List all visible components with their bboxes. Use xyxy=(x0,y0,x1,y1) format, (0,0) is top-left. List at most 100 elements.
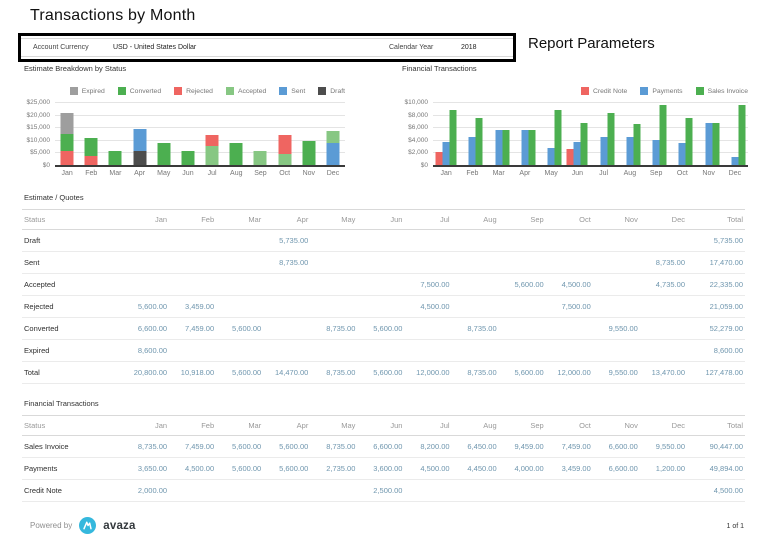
value-cell: 13,470.00 xyxy=(639,361,687,384)
row-label-cell: Converted xyxy=(22,317,122,340)
value-cell: 8,735.00 xyxy=(310,435,358,458)
gridline xyxy=(433,102,748,103)
bar-payments xyxy=(495,129,503,165)
value-cell xyxy=(545,317,593,340)
bar-segment-accepted xyxy=(253,150,267,165)
bar-payments xyxy=(573,142,581,165)
value-cell xyxy=(357,273,405,296)
param-value-calendar-year: 2018 xyxy=(461,44,477,51)
legend-item: Converted xyxy=(117,87,162,95)
value-cell xyxy=(169,273,217,296)
month-column xyxy=(459,102,485,165)
bar-payments xyxy=(600,136,608,165)
table-header-cell: Jan xyxy=(122,209,170,230)
y-axis-tick: $20,000 xyxy=(26,111,51,119)
legend-item: Draft xyxy=(318,87,345,95)
row-label-cell: Payments xyxy=(22,457,122,480)
bar-group xyxy=(724,104,746,165)
table-title-estimate-quotes: Estimate / Quotes xyxy=(24,193,84,202)
bar-credit-note xyxy=(435,152,443,165)
table-header-cell: Nov xyxy=(592,415,640,436)
value-cell xyxy=(122,229,170,252)
table-header-cell: Total xyxy=(687,415,745,436)
value-cell: 8,735.00 xyxy=(122,435,170,458)
month-label: Dec xyxy=(728,170,742,177)
value-cell xyxy=(498,229,546,252)
charts-row: Estimate Breakdown by Status Expired Conv… xyxy=(22,64,748,177)
value-cell xyxy=(216,339,264,362)
month-label: Dec xyxy=(326,170,340,177)
month-label: Apr xyxy=(519,170,531,177)
legend-item: Rejected xyxy=(174,87,213,95)
value-cell: 6,600.00 xyxy=(122,317,170,340)
legend-label: Draft xyxy=(330,87,345,95)
table-header-cell: Total xyxy=(687,209,745,230)
value-cell: 3,459.00 xyxy=(545,457,593,480)
bar-group xyxy=(435,109,457,165)
table-row: Sent 8,735.00 8,735.00 17,470.00 xyxy=(22,251,745,274)
y-axis-tick: $0 xyxy=(42,161,50,169)
value-cell: 6,600.00 xyxy=(357,435,405,458)
month-label: Sep xyxy=(254,170,267,177)
value-cell xyxy=(451,229,499,252)
value-cell: 8,200.00 xyxy=(404,435,452,458)
chart-section-financial-transactions: Financial Transactions Credit Note Paymen… xyxy=(400,64,748,177)
bar-payments xyxy=(731,157,739,165)
value-cell xyxy=(592,251,640,274)
month-label: Apr xyxy=(134,170,146,177)
value-cell xyxy=(451,251,499,274)
value-cell: 7,459.00 xyxy=(545,435,593,458)
legend-label: Converted xyxy=(129,87,162,95)
table-header-cell: Dec xyxy=(639,415,687,436)
bar-payments xyxy=(652,139,660,165)
month-column xyxy=(512,102,538,165)
month-label: Sep xyxy=(649,170,663,177)
value-cell: 10,918.00 xyxy=(169,361,217,384)
y-axis-tick: $8,000 xyxy=(408,111,428,119)
stacked-bar xyxy=(157,143,171,165)
table-header-cell: Apr xyxy=(263,209,311,230)
value-cell: 8,735.00 xyxy=(451,317,499,340)
value-cell xyxy=(545,479,593,502)
value-cell: 9,459.00 xyxy=(498,435,546,458)
legend-swatch-icon xyxy=(174,87,183,95)
gridline xyxy=(55,102,345,103)
value-cell xyxy=(122,273,170,296)
month-label: Aug xyxy=(623,170,637,177)
bar-segment-sent xyxy=(133,128,147,151)
bar-sales-invoice xyxy=(659,105,667,165)
gridline xyxy=(433,114,748,116)
value-cell: 5,600.00 xyxy=(122,295,170,318)
value-cell: 5,735.00 xyxy=(687,229,745,252)
value-cell xyxy=(498,339,546,362)
legend-swatch-icon xyxy=(640,87,649,95)
tables-section: Estimate / Quotes Status Jan Feb Mar Apr May J… xyxy=(22,193,745,502)
value-cell: 5,735.00 xyxy=(263,229,311,252)
value-cell xyxy=(169,251,217,274)
month-label: Mar xyxy=(109,170,122,177)
bar-sales-invoice xyxy=(607,113,615,165)
value-cell xyxy=(498,479,546,502)
bar-columns xyxy=(55,102,345,165)
table-header-cell: Jun xyxy=(357,209,405,230)
month-column xyxy=(200,102,224,165)
table-header-row: Status Jan Feb Mar Apr May Jun Jul Aug Sep Oct Nov D… xyxy=(22,209,745,230)
legend-label: Rejected xyxy=(186,87,213,95)
month-label: Aug xyxy=(230,170,243,177)
value-cell xyxy=(263,339,311,362)
value-cell xyxy=(216,229,264,252)
value-cell: 52,279.00 xyxy=(687,317,745,340)
month-column xyxy=(591,102,617,165)
month-label: Jul xyxy=(599,170,609,177)
value-cell: 6,600.00 xyxy=(592,457,640,480)
powered-by-label: Powered by xyxy=(30,521,73,530)
value-cell xyxy=(216,273,264,296)
value-cell: 5,600.00 xyxy=(216,457,264,480)
legend-swatch-icon xyxy=(279,87,288,95)
value-cell: 9,550.00 xyxy=(639,435,687,458)
value-cell xyxy=(310,273,358,296)
stacked-bar xyxy=(108,150,122,165)
stacked-bar xyxy=(205,134,219,165)
value-cell xyxy=(263,317,311,340)
bar-payments xyxy=(547,147,555,165)
